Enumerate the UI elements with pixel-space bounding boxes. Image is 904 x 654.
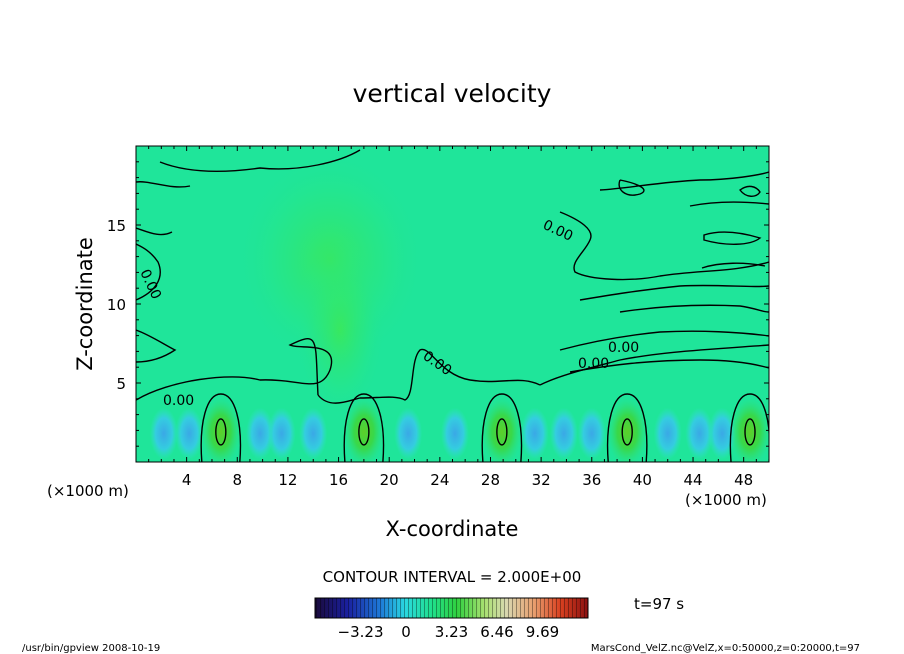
- downdraft-patch: [549, 407, 578, 460]
- downdraft-patch: [577, 407, 606, 460]
- zero-contour-line: [539, 344, 769, 386]
- zero-contour-line: [136, 181, 191, 188]
- colorbar-tick-label: 6.46: [480, 623, 513, 641]
- x-tick-label: 4: [182, 471, 192, 489]
- zero-contour-line: [701, 262, 766, 269]
- zero-contour-line: [159, 149, 361, 173]
- colorbar-tick-label: −3.23: [338, 623, 384, 641]
- updraft-core: [607, 397, 648, 462]
- downdraft-patch: [175, 407, 204, 460]
- x-tick-label: 20: [380, 471, 399, 489]
- downdraft-patch: [299, 407, 328, 460]
- y-tick-label: 15: [107, 217, 126, 235]
- colorbar-tick-label: 9.69: [526, 623, 559, 641]
- downdraft-patch: [520, 407, 549, 460]
- x-axis-label: X-coordinate: [386, 517, 519, 541]
- contour-interval: CONTOUR INTERVAL = 2.000E+00: [323, 568, 582, 586]
- zero-contour-line: [559, 330, 769, 351]
- colorbar-tick-label: 0: [401, 623, 411, 641]
- x-tick-label: 16: [329, 471, 348, 489]
- updraft-inner-contour: [621, 418, 633, 446]
- x-tick-label: 44: [683, 471, 702, 489]
- zero-contour-line: [136, 243, 161, 301]
- chart-title: vertical velocity: [353, 79, 552, 108]
- downdraft-patch: [149, 407, 178, 460]
- contour-label: 0.00: [163, 393, 194, 409]
- zero-contour-line: [136, 227, 173, 236]
- updraft-inner-contour: [496, 418, 508, 446]
- x-units-left: (×1000 m): [47, 482, 129, 500]
- footer-left: /usr/bin/gpview 2008-10-19: [22, 643, 160, 654]
- time-label: t=97 s: [634, 595, 684, 613]
- updraft-contour: [200, 393, 242, 462]
- updraft-contour: [343, 393, 385, 462]
- downdraft-patch: [708, 407, 737, 460]
- y-axis-label: Z-coordinate: [73, 237, 97, 371]
- updraft-inner-contour: [215, 418, 227, 446]
- colorbar: [314, 597, 589, 619]
- x-tick-label: 40: [633, 471, 652, 489]
- zero-contour-line: [619, 304, 769, 313]
- updraft-core: [200, 397, 241, 462]
- zero-contour-line: [317, 348, 541, 404]
- zero-contour-line: [599, 171, 769, 191]
- plot-area: [136, 146, 769, 462]
- updraft-contour: [481, 393, 523, 462]
- contour-label: 0.00: [578, 356, 609, 372]
- updraft-core: [343, 397, 384, 462]
- footer-right: MarsCond_VelZ.nc@VelZ,x=0:50000,z=0:2000…: [591, 643, 860, 654]
- zero-contour-line: [703, 231, 762, 245]
- y-tick-label: 5: [116, 375, 126, 393]
- downdraft-patch: [685, 407, 714, 460]
- zero-contour-line: [739, 185, 761, 197]
- x-tick-label: 32: [532, 471, 551, 489]
- downdraft-patch: [267, 407, 296, 460]
- downdraft-patch: [394, 407, 423, 460]
- x-tick-label: 28: [481, 471, 500, 489]
- downdraft-patch: [653, 407, 682, 460]
- updraft-inner-contour: [358, 418, 370, 446]
- colorbar-tick-label: 3.23: [435, 623, 468, 641]
- zero-contour-line: [689, 201, 769, 207]
- x-tick-label: 36: [582, 471, 601, 489]
- x-tick-label: 8: [233, 471, 243, 489]
- zero-contour-line: [618, 179, 645, 196]
- zero-contour-line: [579, 284, 769, 301]
- updraft-core: [730, 397, 769, 462]
- contour-label: 0.00: [608, 340, 639, 356]
- downdraft-patch: [246, 407, 275, 460]
- x-units-right: (×1000 m): [685, 491, 767, 509]
- y-tick-label: 10: [107, 296, 126, 314]
- x-tick-label: 24: [430, 471, 449, 489]
- x-tick-label: 48: [734, 471, 753, 489]
- updraft-inner-contour: [744, 418, 756, 446]
- x-tick-label: 12: [278, 471, 297, 489]
- zero-contour-line: [136, 338, 333, 401]
- zero-contour-line: [559, 211, 769, 281]
- updraft-contour: [606, 393, 648, 462]
- updraft-core: [481, 397, 522, 462]
- zero-contour-line: [136, 329, 177, 363]
- downdraft-patch: [441, 407, 470, 460]
- zero-contour-line: [569, 359, 769, 373]
